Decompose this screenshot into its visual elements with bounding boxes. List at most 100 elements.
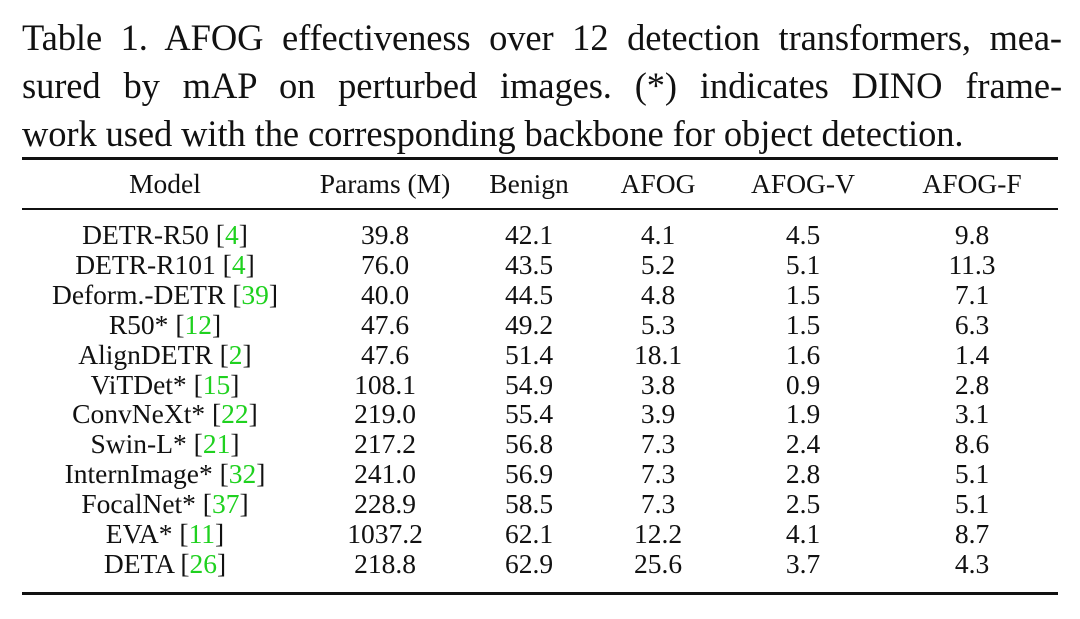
- citation-open-bracket: [: [195, 488, 212, 520]
- cell-afog: 25.6: [633, 547, 683, 579]
- citation-link[interactable]: 2: [228, 338, 243, 370]
- model-name: AlignDETR: [78, 338, 213, 370]
- cell-afog-f: 8.6: [954, 428, 990, 460]
- model-name: Deform.-DETR: [51, 278, 226, 310]
- cell-afog-v: 0.9: [785, 368, 821, 400]
- cell-params: 47.6: [360, 308, 410, 340]
- citation-link[interactable]: 37: [211, 488, 240, 520]
- citation-link[interactable]: 21: [202, 428, 231, 460]
- cell-afog-f: 3.1: [954, 398, 990, 430]
- model-name: FocalNet*: [81, 488, 196, 520]
- table-top-rule: [22, 157, 1058, 160]
- citation-link[interactable]: 39: [241, 278, 269, 310]
- cell-benign: 43.5: [504, 248, 554, 280]
- cell-afog: 7.3: [640, 428, 676, 460]
- model-name: DETA: [103, 547, 174, 579]
- cell-afog: 5.2: [640, 248, 676, 280]
- cell-benign: 55.4: [504, 398, 554, 430]
- citation-close-bracket: ]: [242, 338, 252, 370]
- table-row: ViTDet* [15] 108.1 54.9 3.8 0.9 2.8: [22, 368, 1058, 400]
- citation-link[interactable]: 4: [231, 248, 246, 280]
- citation-open-bracket: [: [225, 278, 242, 310]
- header-model: Model: [129, 168, 201, 199]
- caption-line-3: work used with the corresponding backbon…: [22, 113, 964, 154]
- cell-afog-f: 2.8: [954, 368, 990, 400]
- citation-link[interactable]: 26: [189, 547, 217, 579]
- cell-params: 219.0: [354, 398, 416, 430]
- cell-benign: 42.1: [504, 219, 554, 250]
- cell-benign: 56.9: [504, 458, 554, 490]
- cell-params: 39.8: [360, 219, 410, 250]
- cell-afog: 18.1: [633, 338, 683, 370]
- citation-link[interactable]: 15: [202, 368, 231, 400]
- cell-afog: 3.8: [640, 368, 676, 400]
- cell-params: 241.0: [354, 458, 416, 490]
- model-name: InternImage*: [64, 458, 213, 490]
- citation-open-bracket: [: [208, 219, 225, 250]
- cell-benign: 54.9: [504, 368, 554, 400]
- table-row: Swin-L* [21] 217.2 56.8 7.3 2.4 8.6: [22, 429, 1058, 459]
- cell-model: FocalNet* [37]: [22, 489, 308, 519]
- citation-close-bracket: ]: [248, 398, 258, 430]
- model-name: DETR-R101: [75, 248, 216, 280]
- cell-model: DETR-R101 [4]: [22, 248, 308, 280]
- citation-close-bracket: ]: [230, 368, 240, 400]
- cell-benign: 62.9: [504, 547, 554, 579]
- citation-open-bracket: [: [172, 518, 189, 550]
- table-row: InternImage* [32] 241.0 56.9 7.3 2.8 5.1: [22, 459, 1058, 489]
- citation-open-bracket: [: [186, 428, 203, 460]
- cell-model: R50* [12]: [22, 308, 308, 340]
- header-afog-f: AFOG-F: [922, 168, 1022, 199]
- citation-link[interactable]: 32: [228, 458, 257, 490]
- table-row: ConvNeXt* [22] 219.0 55.4 3.9 1.9 3.1: [22, 399, 1058, 429]
- header-row: Model Params (M) Benign AFOG AFOG-V AFOG…: [22, 163, 1058, 205]
- cell-model: Deform.-DETR [39]: [22, 278, 308, 310]
- header-params: Params (M): [319, 168, 451, 199]
- cell-params: 228.9: [354, 488, 416, 520]
- cell-afog-v: 1.5: [785, 308, 821, 340]
- citation-open-bracket: [: [168, 308, 185, 340]
- citation-close-bracket: ]: [268, 278, 279, 310]
- cell-model: DETR-R50 [4]: [22, 220, 308, 250]
- citation-close-bracket: ]: [256, 458, 266, 490]
- citation-link[interactable]: 4: [224, 219, 239, 250]
- cell-model: Swin-L* [21]: [22, 429, 308, 459]
- cell-params: 108.1: [354, 368, 416, 400]
- caption-line-2: sured by mAP on perturbed images. (*) in…: [22, 65, 1062, 106]
- cell-params: 218.8: [354, 547, 416, 579]
- cell-benign: 51.4: [504, 338, 554, 370]
- header-benign: Benign: [489, 168, 569, 199]
- cell-params: 40.0: [360, 278, 410, 310]
- cell-afog-v: 2.8: [785, 458, 821, 490]
- citation-link[interactable]: 12: [184, 308, 212, 340]
- cell-model: ViTDet* [15]: [22, 368, 308, 400]
- cell-afog: 7.3: [640, 488, 676, 520]
- table-row: R50* [12] 47.6 49.2 5.3 1.5 6.3: [22, 308, 1058, 340]
- cell-afog: 4.8: [640, 278, 676, 310]
- citation-open-bracket: [: [173, 547, 190, 579]
- cell-params: 1037.2: [347, 518, 423, 550]
- cell-model: EVA* [11]: [22, 519, 308, 549]
- table-row: Deform.-DETR [39] 40.0 44.5 4.8 1.5 7.1: [22, 278, 1058, 310]
- cell-afog: 3.9: [640, 398, 676, 430]
- cell-afog-f: 11.3: [948, 248, 996, 280]
- cell-afog-f: 5.1: [954, 458, 990, 490]
- model-name: EVA*: [105, 518, 173, 550]
- citation-link[interactable]: 11: [188, 518, 216, 550]
- cell-afog-v: 3.7: [785, 547, 821, 579]
- table-header: Model Params (M) Benign AFOG AFOG-V AFOG…: [22, 163, 1058, 205]
- table-row: DETR-R50 [4] 39.8 42.1 4.1 4.5 9.8: [22, 220, 1058, 250]
- citation-open-bracket: [: [186, 368, 203, 400]
- cell-benign: 44.5: [504, 278, 554, 310]
- table-row: DETA [26] 218.8 62.9 25.6 3.7 4.3: [22, 549, 1058, 579]
- citation-close-bracket: ]: [215, 518, 225, 550]
- model-name: ViTDet*: [90, 368, 187, 400]
- citation-link[interactable]: 22: [221, 398, 249, 430]
- results-table-body: DETR-R50 [4] 39.8 42.1 4.1 4.5 9.8 DETR-R101 […: [22, 220, 1058, 579]
- cell-afog-v: 4.1: [785, 518, 821, 550]
- header-afog: AFOG: [620, 168, 696, 199]
- cell-afog-v: 4.5: [785, 219, 821, 250]
- cell-afog: 12.2: [633, 518, 683, 550]
- cell-afog: 4.1: [640, 219, 676, 250]
- cell-model: InternImage* [32]: [22, 459, 308, 489]
